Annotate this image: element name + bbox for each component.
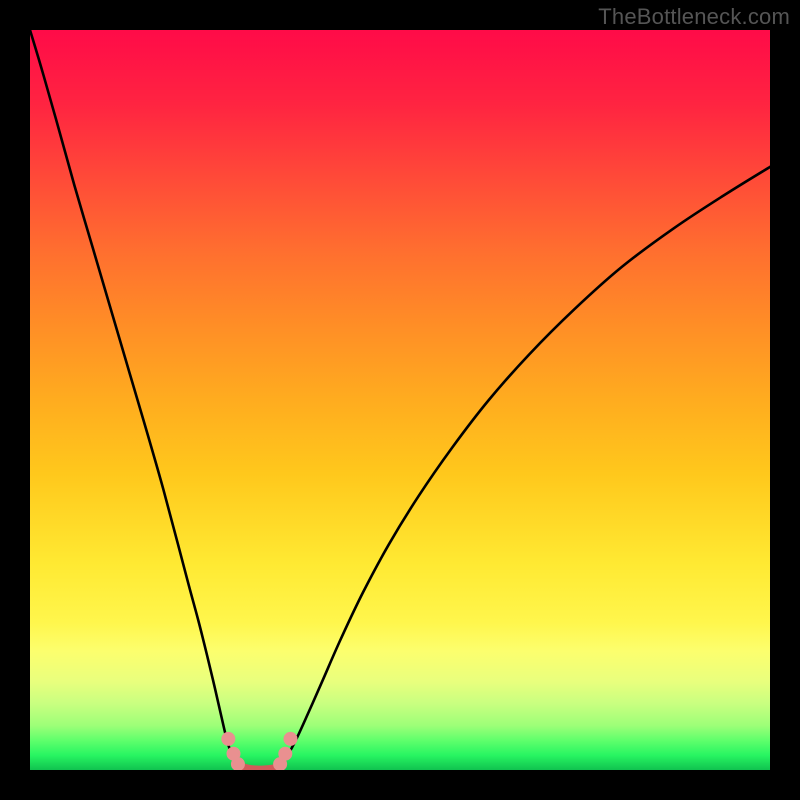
plot-area <box>30 30 770 770</box>
curves-layer <box>30 30 770 770</box>
outer-frame: TheBottleneck.com <box>0 0 800 800</box>
left-curve <box>30 30 238 764</box>
watermark-text: TheBottleneck.com <box>598 4 790 30</box>
right-curve <box>280 165 770 764</box>
valley-dot <box>284 732 297 745</box>
valley-dot <box>231 758 244 770</box>
valley-dot <box>279 747 292 760</box>
valley-dot <box>222 732 235 745</box>
